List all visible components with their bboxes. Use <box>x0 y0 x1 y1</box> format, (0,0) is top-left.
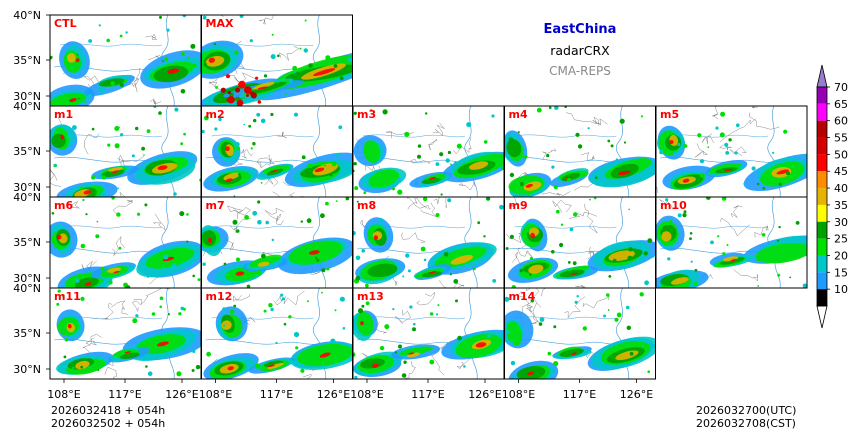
colorbar-segment <box>817 87 827 104</box>
colorbar-tick-label: 35 <box>834 199 848 212</box>
colorbar-tick-label: 65 <box>834 98 848 111</box>
colorbar-tick-label: 55 <box>834 132 848 145</box>
lon-tick-label: 108°E <box>350 388 383 401</box>
colorbar-tick-label: 10 <box>834 283 848 296</box>
panel-m4: m4 <box>504 105 656 198</box>
lat-tick-label: 30°N <box>13 90 41 103</box>
lon-tick-label: 117°E <box>563 388 596 401</box>
lon-tick-label: 117°E <box>411 388 444 401</box>
panel-label-m8: m8 <box>357 199 376 212</box>
init-time-cst: 2026032502 + 054h <box>51 417 166 430</box>
lon-tick-label: 108°E <box>199 388 232 401</box>
colorbar-segment <box>817 204 827 222</box>
panel-m6: m6 <box>49 196 202 289</box>
panel-m2: m2 <box>201 105 353 198</box>
panel-m11: m11 <box>49 287 202 380</box>
panel-label-m3: m3 <box>357 108 376 121</box>
lat-tick-label: 35°N <box>13 145 41 158</box>
region-title: EastChina <box>543 22 617 37</box>
panel-label-m5: m5 <box>660 108 679 121</box>
panel-label-m4: m4 <box>509 108 528 121</box>
panel-m13: m13 <box>352 287 505 380</box>
colorbar-segment <box>817 289 827 306</box>
panel-label-m9: m9 <box>509 199 528 212</box>
panel-m7: m7 <box>201 196 353 289</box>
panel-m14: m14 <box>504 287 656 380</box>
lon-tick-label: 108°E <box>502 388 535 401</box>
variable-name: radarCRX <box>550 43 610 58</box>
lon-tick-label: 108°E <box>47 388 80 401</box>
colorbar-tick-label: 50 <box>834 148 848 161</box>
panel-m1: m1 <box>49 105 202 198</box>
colorbar-segment <box>817 221 827 239</box>
panel-label-m12: m12 <box>206 290 233 303</box>
panel-label-m6: m6 <box>54 199 73 212</box>
lon-tick-label: 126°E <box>165 388 198 401</box>
colorbar-segment <box>817 103 827 121</box>
lat-tick-label: 30°N <box>13 363 41 376</box>
panel-label-MAX: MAX <box>206 17 234 30</box>
colorbar-tick-label: 40 <box>834 182 848 195</box>
panel-m9: m9 <box>504 196 656 289</box>
panel-label-m11: m11 <box>54 290 81 303</box>
panel-label-m10: m10 <box>660 199 687 212</box>
colorbar-segment <box>817 120 827 138</box>
panel-label-m2: m2 <box>206 108 225 121</box>
lon-tick-label: 117°E <box>260 388 293 401</box>
lat-tick-label: 35°N <box>13 54 41 67</box>
colorbar: 70 65 60 55 50 45 40 35 30 25 20 15 10 <box>816 64 848 329</box>
lat-tick-label: 30°N <box>13 181 41 194</box>
lat-tick-label: 35°N <box>13 236 41 249</box>
panel-CTL: CTL <box>49 14 202 107</box>
colorbar-tick-label: 70 <box>834 81 848 94</box>
panel-label-m13: m13 <box>357 290 384 303</box>
valid-time-utc: 2026032700(UTC) <box>696 404 797 417</box>
colorbar-segment <box>817 238 827 256</box>
lat-tick-label: 40°N <box>13 9 41 22</box>
colorbar-segment <box>817 272 827 290</box>
colorbar-segment <box>817 188 827 205</box>
lat-tick-label: 40°N <box>13 100 41 113</box>
valid-time-cst: 2026032708(CST) <box>696 417 796 430</box>
panel-label-m14: m14 <box>509 290 536 303</box>
axis-labels: 40°N35°N30°N35°N30°N35°N30°N35°N30°N40°N… <box>13 9 653 401</box>
lat-tick-label: 40°N <box>13 282 41 295</box>
colorbar-segment <box>817 154 827 172</box>
panel-m5: m5 <box>655 105 808 198</box>
init-time-utc: 2026032418 + 054h <box>51 404 166 417</box>
lon-tick-label: 126°E <box>468 388 501 401</box>
lon-tick-label: 117°E <box>108 388 141 401</box>
panel-label-m1: m1 <box>54 108 73 121</box>
panel-m8: m8 <box>352 196 505 289</box>
colorbar-segment <box>817 255 827 273</box>
panel-grid: CTL MAX m1 m2 m3 m4 m5 m6 m7 m8 m9 m10 m11 m12 m13 m14 <box>49 14 808 380</box>
colorbar-segment <box>817 137 827 155</box>
lon-tick-label: 126°E <box>620 388 653 401</box>
colorbar-tick-label: 20 <box>834 249 848 262</box>
lat-tick-label: 40°N <box>13 191 41 204</box>
colorbar-tick-label: 30 <box>834 216 848 229</box>
panel-m10: m10 <box>655 196 808 289</box>
panel-m3: m3 <box>352 105 505 198</box>
panel-label-CTL: CTL <box>54 17 77 30</box>
lon-tick-label: 126°E <box>317 388 350 401</box>
colorbar-segment <box>817 171 827 189</box>
colorbar-tick-label: 15 <box>834 266 848 279</box>
lat-tick-label: 30°N <box>13 272 41 285</box>
model-name: CMA-REPS <box>549 64 611 78</box>
panel-MAX: MAX <box>201 14 353 107</box>
colorbar-tick-label: 60 <box>834 115 848 128</box>
panel-m12: m12 <box>201 287 353 380</box>
colorbar-tick-label: 25 <box>834 233 848 246</box>
panel-label-m7: m7 <box>206 199 225 212</box>
colorbar-tick-label: 45 <box>834 165 848 178</box>
lat-tick-label: 35°N <box>13 327 41 340</box>
